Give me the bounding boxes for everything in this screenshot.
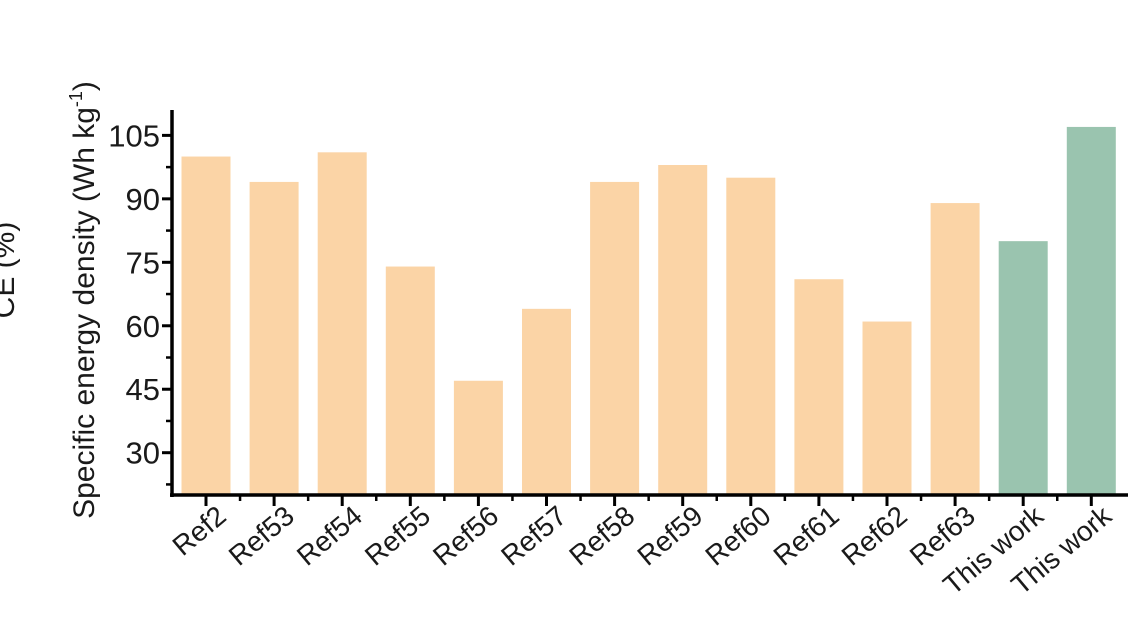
bar-ref63-11 [930, 203, 980, 496]
y-tick-label: 105 [108, 118, 160, 153]
bar-ref53-1 [249, 181, 299, 495]
x-tick-label: Ref53 [223, 500, 300, 572]
x-tick-label: Ref54 [291, 500, 368, 572]
bar-ref60-8 [726, 177, 776, 495]
left-cut-axis-title: CE (%) [0, 222, 21, 319]
y-axis-title-close: ) [68, 81, 101, 91]
y-tick-label: 75 [126, 245, 160, 280]
y-tick-label: 60 [126, 309, 160, 344]
y-tick-label: 45 [126, 372, 160, 407]
y-axis-title-main: Specific energy density (Wh kg [68, 107, 101, 519]
x-tick-label: Ref60 [699, 500, 776, 572]
x-tick-label: Ref59 [631, 500, 708, 572]
bar-this-work-12 [998, 241, 1048, 495]
x-tick-label: Ref61 [768, 500, 845, 572]
x-tick-label: Ref62 [836, 500, 913, 572]
y-axis-title-superscript: -1 [66, 91, 86, 107]
y-tick-label: 90 [126, 182, 160, 217]
x-tick-label: Ref55 [359, 500, 436, 572]
bar-ref59-7 [658, 165, 708, 495]
bar-ref58-6 [590, 181, 640, 495]
y-axis: 30 45 60 75 90 105 [108, 110, 174, 497]
x-tick-label: Ref2 [167, 500, 232, 562]
bar-this-work-13 [1066, 126, 1116, 495]
bar-ref57-5 [522, 308, 571, 495]
x-tick-label: Ref56 [427, 500, 504, 572]
x-tick-label: Ref58 [563, 500, 640, 572]
x-axis: Ref2Ref53Ref54Ref55Ref56Ref57Ref58Ref59R… [167, 493, 1128, 601]
y-tick-label: 30 [126, 436, 160, 471]
bar-ref62-10 [862, 321, 912, 495]
bar-ref2-0 [181, 156, 231, 496]
bar-ref61-9 [794, 279, 844, 495]
bar-ref55-3 [385, 266, 435, 495]
x-tick-label: Ref57 [495, 500, 572, 572]
bar-ref56-4 [453, 380, 503, 495]
bars [181, 126, 1116, 496]
bar-ref54-2 [317, 152, 367, 496]
y-axis-title: Specific energy density (Wh kg-1) [66, 81, 101, 519]
